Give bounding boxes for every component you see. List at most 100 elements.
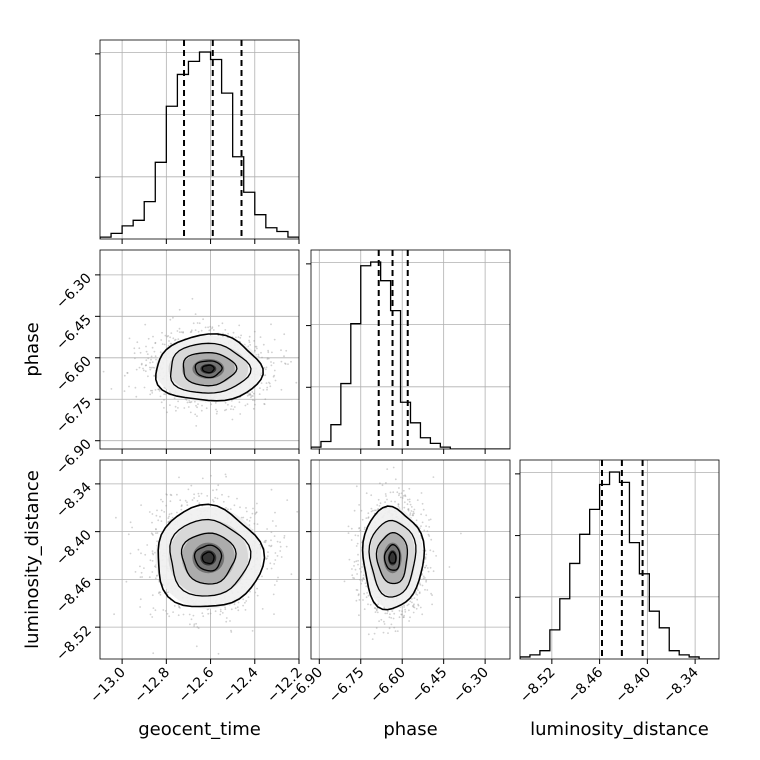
scatter-point (361, 579, 364, 582)
scatter-point (383, 606, 386, 609)
scatter-point (262, 343, 265, 346)
scatter-point (123, 390, 126, 392)
scatter-point (412, 611, 415, 614)
scatter-point (195, 404, 197, 407)
scatter-point (388, 616, 391, 619)
scatter-point (415, 607, 418, 610)
scatter-point (404, 611, 407, 613)
scatter-point (398, 494, 400, 497)
scatter-point (430, 538, 433, 541)
scatter-point (370, 510, 373, 513)
scatter-point (144, 323, 147, 326)
scatter-point (287, 363, 289, 365)
scatter-point (152, 335, 154, 338)
scatter-point (279, 545, 282, 548)
scatter-point (418, 582, 421, 585)
scatter-point (215, 412, 218, 415)
scatter-point (268, 381, 270, 384)
scatter-point (157, 388, 160, 391)
hist-panel-phase (306, 249, 511, 450)
scatter-point (234, 607, 237, 610)
scatter-point (194, 413, 197, 416)
scatter-point (418, 592, 421, 595)
scatter-point (402, 489, 405, 492)
scatter-point (373, 509, 376, 512)
scatter-point (427, 533, 430, 536)
x-tick-label: −12.6 (176, 664, 218, 706)
scatter-point (140, 362, 143, 365)
scatter-point (355, 599, 358, 602)
y-tick-label: −8.34 (53, 479, 95, 521)
contour-line (194, 360, 223, 379)
scatter-point (427, 570, 430, 573)
scatter-point (193, 623, 196, 626)
scatter-point (376, 611, 379, 614)
scatter-point (261, 575, 263, 578)
scatter-point (402, 616, 405, 619)
scatter-point (137, 548, 140, 551)
scatter-point (351, 568, 353, 570)
y-axis-label-luminosity_distance: luminosity_distance (22, 470, 43, 649)
scatter-point (192, 322, 195, 325)
scatter-point (153, 374, 156, 377)
scatter-point (176, 493, 178, 496)
scatter-point (361, 566, 363, 568)
scatter-point (268, 544, 271, 547)
scatter-point (351, 574, 354, 577)
scatter-point (412, 513, 414, 515)
scatter-point (245, 507, 247, 509)
scatter-point (151, 521, 153, 524)
scatter-point (398, 616, 401, 619)
scatter-point (170, 332, 173, 334)
scatter-point (176, 330, 179, 332)
scatter-point (155, 575, 158, 577)
scatter-point (263, 541, 266, 543)
scatter-point (204, 326, 207, 329)
scatter-point (182, 331, 185, 334)
scatter-point (166, 335, 169, 338)
scatter-point (274, 559, 277, 561)
scatter-point (376, 607, 379, 610)
scatter-point (252, 399, 254, 401)
density-panel-geocent_time-luminosity_distance (99, 459, 300, 660)
scatter-point (387, 632, 389, 634)
scatter-point (283, 333, 286, 336)
scatter-point (284, 363, 287, 365)
x-tick-label: −8.40 (613, 665, 655, 707)
scatter-point (393, 612, 396, 615)
scatter-point (217, 484, 220, 487)
scatter-point (270, 567, 273, 570)
x-tick-label: −8.52 (517, 665, 559, 707)
scatter-point (198, 322, 201, 325)
scatter-point (402, 616, 405, 618)
scatter-point (165, 504, 168, 507)
scatter-point (161, 343, 164, 345)
contour-line (157, 503, 266, 608)
scatter-point (355, 545, 358, 547)
scatter-point (353, 561, 356, 563)
scatter-point (237, 336, 240, 338)
scatter-point (264, 398, 267, 401)
scatter-point (169, 500, 172, 503)
scatter-point (377, 508, 379, 510)
scatter-point (256, 523, 259, 525)
scatter-point (156, 509, 158, 512)
scatter-point (230, 408, 232, 410)
scatter-point (214, 496, 217, 499)
scatter-point (259, 336, 262, 338)
scatter-point (224, 401, 227, 404)
scatter-point (283, 535, 286, 537)
scatter-point (246, 394, 249, 397)
scatter-point (352, 577, 354, 579)
scatter-point (245, 600, 248, 602)
scatter-point (430, 592, 432, 595)
scatter-point (269, 545, 272, 548)
scatter-point (155, 532, 157, 534)
scatter-point (382, 631, 385, 634)
scatter-point (416, 598, 419, 601)
scatter-point (180, 508, 183, 511)
scatter-point (379, 502, 382, 505)
scatter-point (157, 388, 160, 391)
scatter-point (377, 498, 380, 501)
scatter-point (285, 349, 288, 352)
